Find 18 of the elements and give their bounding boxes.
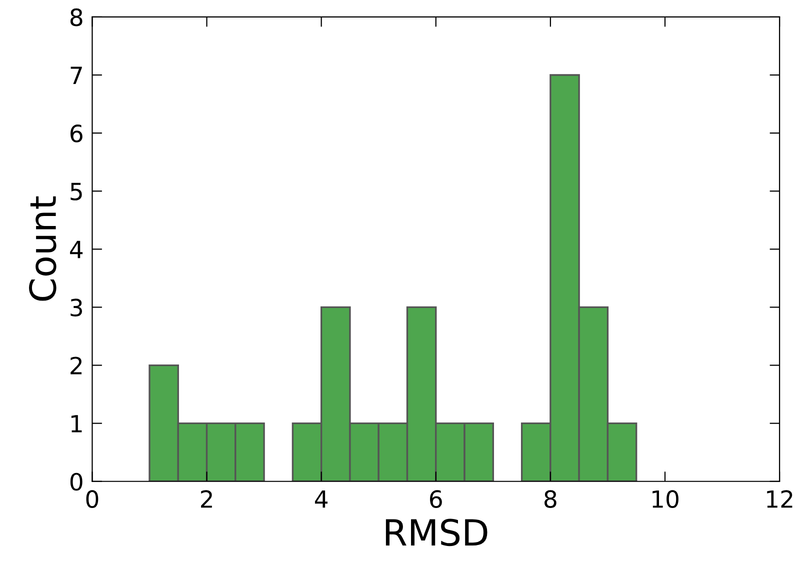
y-tick-label: 1: [71, 415, 82, 432]
x-tick-label: 10: [652, 490, 678, 508]
y-tick-label: 3: [70, 298, 82, 317]
y-axis-title: Count: [29, 196, 56, 301]
y-tick-label: 0: [70, 472, 82, 491]
y-tick-label: 4: [70, 240, 83, 258]
y-tick-label: 7: [70, 66, 82, 84]
x-axis-title: RMSD: [386, 518, 488, 546]
x-tick-label: 8: [544, 490, 556, 508]
x-tick-label: 4: [314, 490, 328, 508]
x-tick-label: 12: [767, 490, 792, 508]
y-tick-label: 8: [70, 8, 82, 26]
x-tick-label: 0: [86, 490, 98, 508]
x-tick-label: 2: [201, 490, 212, 508]
y-tick-label: 5: [70, 182, 82, 200]
y-tick-label: 6: [70, 124, 82, 142]
y-tick-label: 2: [70, 356, 82, 374]
x-tick-label: 6: [430, 490, 442, 508]
